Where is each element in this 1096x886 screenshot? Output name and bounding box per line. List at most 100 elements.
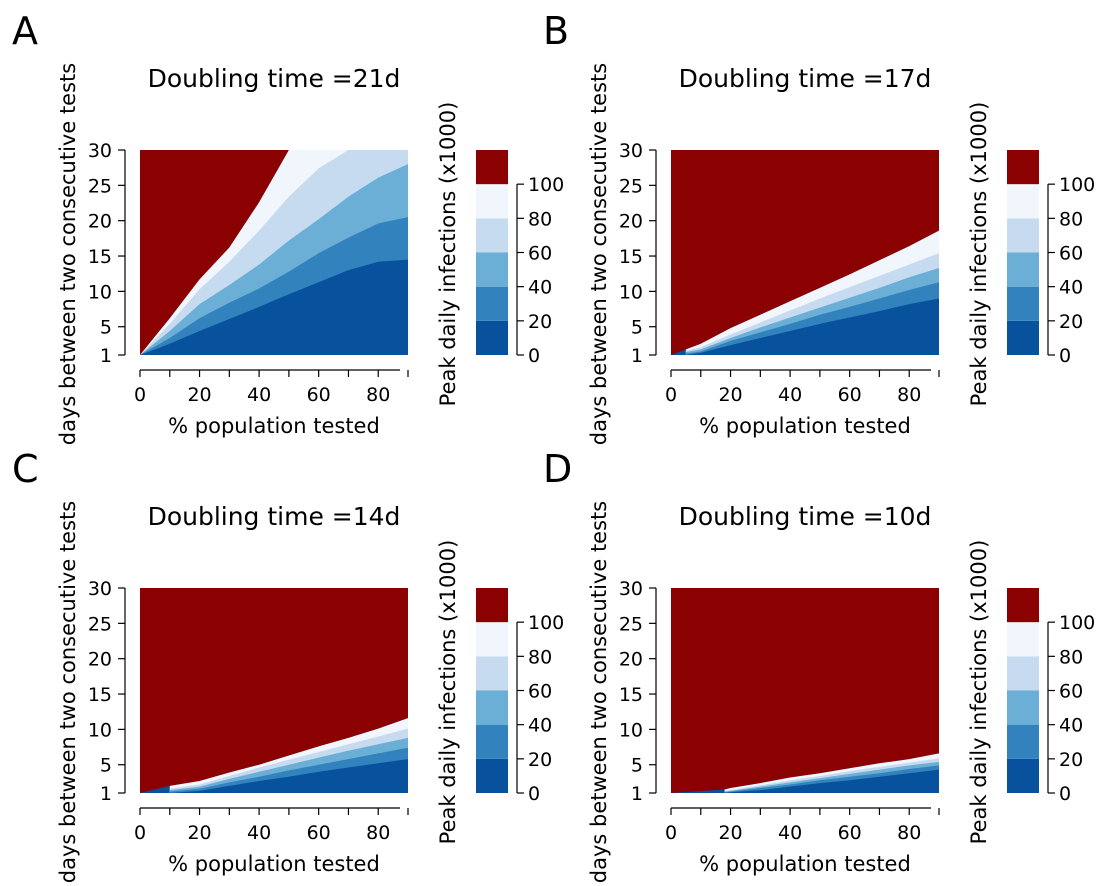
colorbar-tick-label: 20 [1059, 311, 1083, 333]
colorbar: 0 20 40 60 80 100 Peak daily infections (x1000… [967, 102, 1095, 407]
colorbar-tick-label: 20 [528, 311, 552, 333]
y-tick-label: 20 [88, 211, 112, 233]
colorbar-swatch [1007, 656, 1039, 691]
x-tick-label: 40 [247, 384, 271, 406]
y-axis-label: days between two consecutive tests [56, 63, 80, 445]
y-tick-label: 30 [88, 578, 112, 600]
y-tick-label: 1 [631, 783, 643, 805]
y-tick-label: 30 [88, 140, 112, 162]
x-tick-label: 60 [307, 384, 331, 406]
y-tick-label: 20 [619, 211, 643, 233]
colorbar-swatch [1007, 320, 1039, 355]
colorbar-tick-label: 40 [1059, 277, 1083, 299]
y-tick-label: 1 [631, 345, 643, 367]
y-tick-label: 25 [619, 175, 643, 197]
colorbar-swatch [476, 150, 508, 185]
y-tick-label: 10 [88, 281, 112, 303]
chart-title: Doubling time =14d [148, 502, 401, 531]
colorbar-tick-label: 40 [1059, 715, 1083, 737]
y-axis-label: days between two consecutive tests [587, 501, 611, 883]
x-tick-label: 20 [187, 822, 211, 844]
colorbar-swatch [476, 758, 508, 793]
colorbar-swatch [1007, 690, 1039, 725]
colorbar: 0 20 40 60 80 100 Peak daily infections (x1000… [436, 540, 564, 845]
chart-title: Doubling time =10d [679, 502, 932, 531]
colorbar-swatch [476, 218, 508, 253]
y-tick-label: 25 [88, 613, 112, 635]
x-axis-label: % population tested [699, 414, 911, 438]
x-tick-label: 80 [897, 384, 921, 406]
y-tick-label: 30 [619, 578, 643, 600]
x-tick-label: 80 [366, 822, 390, 844]
x-axis-label: % population tested [168, 852, 380, 876]
colorbar-swatch [476, 588, 508, 623]
y-tick-label: 25 [88, 175, 112, 197]
x-axis-label: % population tested [699, 852, 911, 876]
colorbar-label: Peak daily infections (x1000) [967, 540, 991, 845]
colorbar-tick-label: 20 [528, 749, 552, 771]
y-tick-label: 5 [100, 317, 112, 339]
colorbar-swatch [1007, 588, 1039, 623]
heatmap-region-peak_above_100k [140, 150, 408, 355]
x-tick-label: 40 [247, 822, 271, 844]
heatmap-region-peak_above_100k [140, 588, 408, 793]
colorbar-tick-label: 100 [1059, 612, 1095, 634]
colorbar-tick-label: 80 [528, 208, 552, 230]
colorbar-tick-label: 0 [528, 345, 540, 367]
colorbar-tick-label: 100 [528, 612, 564, 634]
colorbar-swatch [1007, 758, 1039, 793]
x-tick-label: 0 [134, 384, 146, 406]
y-tick-label: 1 [100, 783, 112, 805]
y-tick-label: 20 [88, 649, 112, 671]
colorbar-tick-label: 40 [528, 715, 552, 737]
y-tick-label: 15 [619, 684, 643, 706]
x-tick-label: 20 [718, 822, 742, 844]
heatmap-band-peak_0_20k [724, 769, 939, 793]
colorbar-label: Peak daily infections (x1000) [436, 102, 460, 407]
x-tick-label: 20 [718, 384, 742, 406]
colorbar-tick-label: 0 [528, 783, 540, 805]
colorbar-swatch [1007, 724, 1039, 759]
y-tick-label: 5 [631, 755, 643, 777]
colorbar-tick-label: 20 [1059, 749, 1083, 771]
colorbar-swatch [476, 184, 508, 219]
x-tick-label: 0 [134, 822, 146, 844]
y-tick-label: 25 [619, 613, 643, 635]
colorbar-swatch [1007, 286, 1039, 321]
panel-letter: B [543, 9, 569, 53]
colorbar-swatch [476, 690, 508, 725]
colorbar-swatch [1007, 184, 1039, 219]
colorbar-swatch [1007, 150, 1039, 185]
colorbar-swatch [476, 656, 508, 691]
heatmap-band-peak_0_20k [685, 298, 939, 355]
panel-letter: A [12, 9, 38, 53]
y-tick-label: 10 [88, 719, 112, 741]
x-tick-label: 60 [838, 822, 862, 844]
y-tick-label: 5 [100, 755, 112, 777]
y-axis-label: days between two consecutive tests [56, 501, 80, 883]
heatmap-band-peak_0_20k [140, 259, 408, 355]
x-tick-label: 60 [307, 822, 331, 844]
colorbar-tick-label: 60 [1059, 681, 1083, 703]
chart-title: Doubling time =21d [148, 64, 401, 93]
panel-letter: C [12, 447, 39, 491]
colorbar-swatch [476, 724, 508, 759]
y-tick-label: 30 [619, 140, 643, 162]
colorbar-swatch [476, 252, 508, 287]
colorbar-swatch [476, 320, 508, 355]
y-tick-label: 10 [619, 719, 643, 741]
x-tick-label: 0 [665, 384, 677, 406]
x-tick-label: 40 [778, 384, 802, 406]
y-axis-label: days between two consecutive tests [587, 63, 611, 445]
heatmap-band-peak_0_20k [169, 759, 408, 793]
colorbar-tick-label: 40 [528, 277, 552, 299]
x-tick-label: 0 [665, 822, 677, 844]
colorbar-tick-label: 60 [1059, 243, 1083, 265]
heatmap-region-peak_above_100k [671, 588, 939, 793]
colorbar-tick-label: 100 [1059, 174, 1095, 196]
